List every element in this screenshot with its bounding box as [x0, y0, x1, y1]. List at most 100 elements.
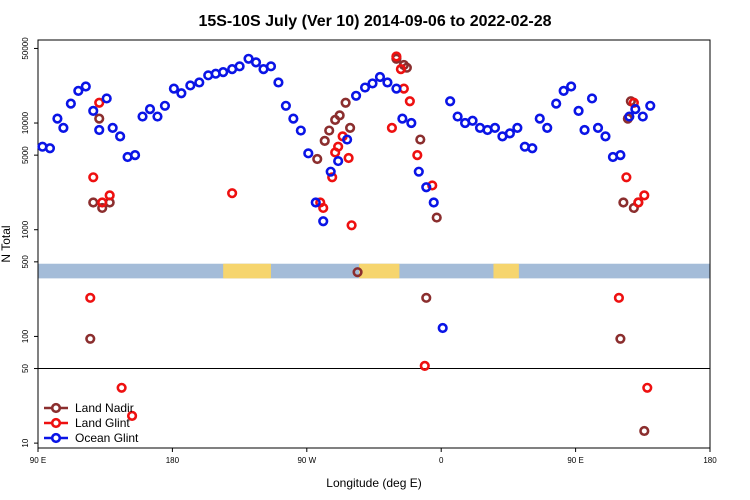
point-1-0	[85, 292, 96, 303]
y-tick-label-4: 1000	[21, 220, 30, 238]
point-2-64	[527, 143, 538, 154]
point-2-30	[265, 61, 277, 72]
legend-label-2: Ocean Glint	[75, 431, 139, 445]
point-2-74	[600, 131, 611, 142]
y-tick-label-6: 10000	[21, 111, 30, 134]
x-axis-ticks: 90 E 180 90 W 0 90 E 180	[30, 448, 717, 465]
point-2-27	[243, 53, 254, 64]
land-band-2	[493, 263, 519, 279]
point-1-2	[94, 97, 105, 108]
point-1-7	[227, 188, 238, 199]
point-1-27	[633, 197, 644, 208]
x-tick-label-4: 90 E	[567, 456, 583, 465]
point-2-61	[504, 128, 515, 139]
point-2-3	[58, 122, 69, 134]
point-2-77	[624, 111, 635, 122]
y-tick-label-7: 50000	[21, 37, 30, 60]
point-2-15	[144, 104, 156, 115]
point-2-14	[137, 111, 148, 122]
point-2-78	[630, 104, 641, 115]
point-2-40	[342, 134, 353, 145]
point-0-7	[324, 125, 335, 136]
y-tick-label-2: 100	[21, 329, 30, 343]
point-2-21	[194, 77, 205, 88]
point-2-43	[367, 78, 378, 89]
point-2-49	[413, 166, 424, 177]
point-2-32	[280, 100, 291, 111]
point-2-70	[573, 105, 584, 116]
plot-frame	[37, 39, 711, 449]
legend-marker-2	[50, 432, 62, 444]
point-2-80	[645, 100, 656, 111]
point-1-6	[126, 410, 138, 421]
legend-marker-0	[50, 402, 62, 414]
point-2-36	[310, 197, 321, 208]
point-1-21	[412, 150, 423, 161]
point-2-10	[107, 122, 118, 134]
point-0-15	[401, 62, 412, 73]
point-2-62	[512, 122, 523, 134]
point-2-9	[101, 93, 112, 104]
legend-label-0: Land Nadir	[75, 401, 134, 415]
point-1-15	[346, 220, 357, 231]
point-2-56	[467, 115, 478, 126]
point-2-4	[65, 98, 76, 109]
x-tick-label-1: 180	[166, 456, 180, 465]
point-2-47	[397, 113, 408, 124]
x-tick-label-3: 0	[439, 456, 444, 465]
point-1-5	[116, 382, 127, 393]
point-0-17	[421, 292, 432, 303]
point-2-16	[152, 111, 163, 122]
x-tick-label-5: 180	[703, 456, 717, 465]
data-points	[37, 51, 656, 437]
point-2-24	[218, 67, 229, 78]
point-1-20	[404, 96, 415, 107]
point-1-29	[642, 382, 653, 393]
point-2-67	[551, 98, 562, 109]
point-0-18	[431, 212, 442, 223]
point-0-16	[415, 134, 426, 145]
y-tick-label-0: 10	[21, 438, 30, 447]
point-1-25	[621, 172, 632, 183]
point-1-9	[318, 202, 329, 214]
x-tick-label-0: 90 E	[30, 456, 46, 465]
point-0-5	[312, 153, 323, 165]
point-1-14	[343, 152, 354, 164]
y-axis-ticks: 10 50 100 500 1000 5000 10000 50000	[21, 37, 38, 448]
point-2-54	[452, 111, 463, 122]
point-1-10	[327, 172, 338, 183]
y-axis-label: N Total	[0, 225, 13, 262]
point-1-28	[639, 190, 650, 201]
point-2-59	[489, 122, 501, 134]
point-2-37	[318, 216, 329, 227]
chart-title: 15S-10S July (Ver 10) 2014-09-06 to 2022…	[198, 13, 551, 30]
point-2-33	[288, 113, 299, 124]
point-2-34	[295, 125, 306, 136]
point-1-24	[613, 292, 625, 303]
point-2-71	[579, 124, 590, 136]
point-0-12	[352, 267, 363, 278]
x-axis-label: Longitude (deg E)	[326, 476, 421, 490]
point-2-18	[168, 83, 179, 94]
y-tick-label-1: 50	[21, 364, 30, 373]
point-2-76	[615, 150, 626, 161]
point-2-50	[421, 182, 432, 193]
point-0-0	[85, 333, 96, 344]
legend-marker-1	[50, 417, 62, 429]
point-2-28	[250, 57, 262, 68]
point-2-69	[566, 81, 577, 92]
series-ocean-glint	[37, 53, 656, 334]
point-2-1	[44, 143, 56, 154]
point-0-3	[97, 202, 108, 214]
point-1-16	[386, 122, 398, 134]
point-2-66	[542, 122, 553, 134]
point-1-17	[391, 51, 402, 62]
point-2-53	[445, 96, 456, 107]
point-2-45	[382, 77, 393, 88]
point-1-4	[104, 190, 115, 201]
point-2-41	[350, 90, 362, 101]
land-water-strip	[38, 263, 710, 279]
point-2-46	[391, 83, 402, 94]
